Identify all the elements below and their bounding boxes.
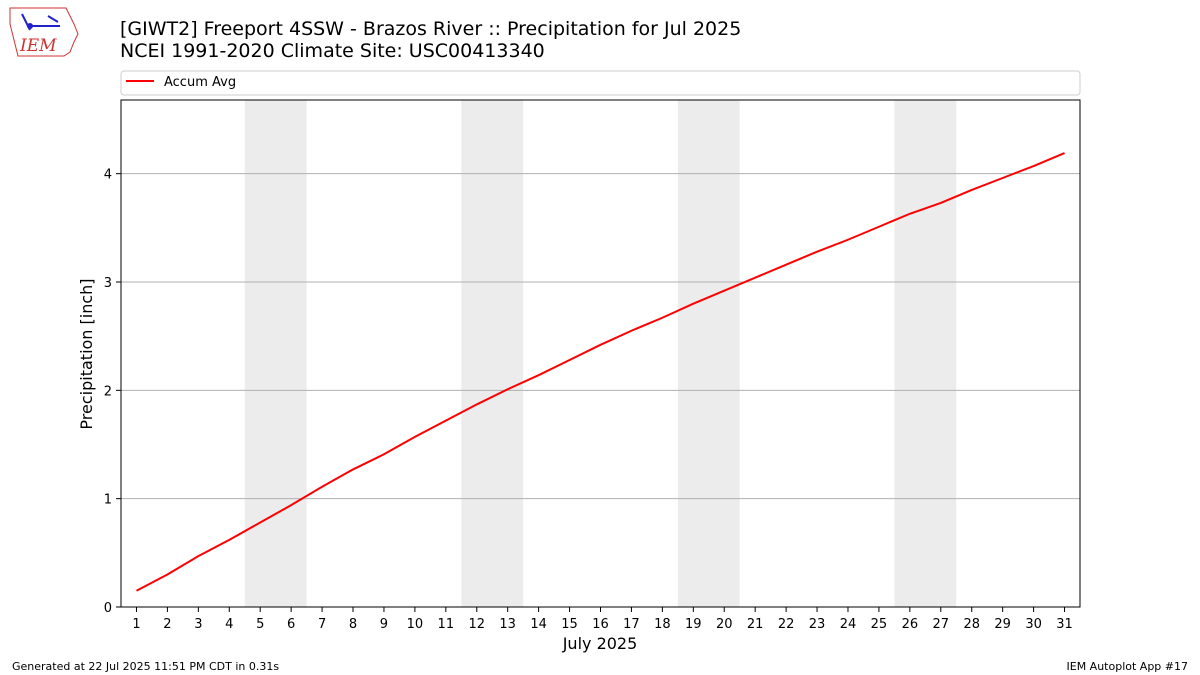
x-tick-label: 9 (380, 617, 388, 632)
weekend-shade (461, 100, 524, 607)
x-tick-label: 21 (747, 617, 764, 632)
weekend-shade (244, 100, 307, 607)
x-tick-label: 1 (132, 617, 140, 632)
plot-frame (120, 99, 1081, 608)
y-tick-label: 3 (104, 276, 112, 291)
x-tick-label: 14 (530, 617, 547, 632)
x-tick-label: 29 (994, 617, 1011, 632)
chart-title: [GIWT2] Freeport 4SSW - Brazos River :: … (120, 18, 741, 40)
x-tick-label: 10 (407, 617, 424, 632)
logo-text: IEM (19, 36, 57, 56)
x-tick-label: 24 (840, 617, 857, 632)
legend-box (120, 70, 1081, 96)
x-tick-label: 23 (809, 617, 826, 632)
x-tick-label: 19 (685, 617, 702, 632)
x-tick-label: 5 (256, 617, 264, 632)
footer-left: Generated at 22 Jul 2025 11:51 PM CDT in… (12, 660, 279, 673)
x-tick-label: 7 (318, 617, 326, 632)
y-tick-label: 2 (104, 384, 112, 399)
y-tick-label: 1 (104, 493, 112, 508)
x-tick-label: 12 (468, 617, 485, 632)
x-tick-label: 20 (716, 617, 733, 632)
x-tick-label: 18 (654, 617, 671, 632)
x-tick-label: 30 (1025, 617, 1042, 632)
x-tick-label: 16 (592, 617, 609, 632)
x-tick-label: 6 (287, 617, 295, 632)
legend-label: Accum Avg (164, 75, 236, 90)
x-tick-label: 31 (1056, 617, 1073, 632)
y-tick-label: 4 (104, 168, 112, 183)
x-tick-label: 3 (194, 617, 202, 632)
x-tick-label: 2 (163, 617, 171, 632)
y-tick-label: 0 (104, 601, 112, 616)
logo: IEM (9, 7, 79, 57)
x-axis-label: July 2025 (562, 634, 638, 653)
footer-right: IEM Autoplot App #17 (1067, 660, 1189, 673)
x-tick-label: 25 (871, 617, 888, 632)
x-tick-label: 22 (778, 617, 795, 632)
x-tick-label: 28 (963, 617, 980, 632)
x-tick-label: 15 (561, 617, 578, 632)
x-tick-label: 11 (438, 617, 455, 632)
x-tick-label: 27 (933, 617, 950, 632)
chart-subtitle: NCEI 1991-2020 Climate Site: USC00413340 (120, 40, 545, 62)
weekend-shade (677, 100, 740, 607)
x-tick-label: 13 (499, 617, 516, 632)
data-line (136, 152, 1065, 592)
weekend-shade (894, 100, 957, 607)
x-tick-label: 26 (902, 617, 919, 632)
x-tick-label: 8 (349, 617, 357, 632)
x-tick-label: 17 (623, 617, 640, 632)
y-axis-label: Precipitation [inch] (77, 278, 96, 429)
x-tick-label: 4 (225, 617, 233, 632)
